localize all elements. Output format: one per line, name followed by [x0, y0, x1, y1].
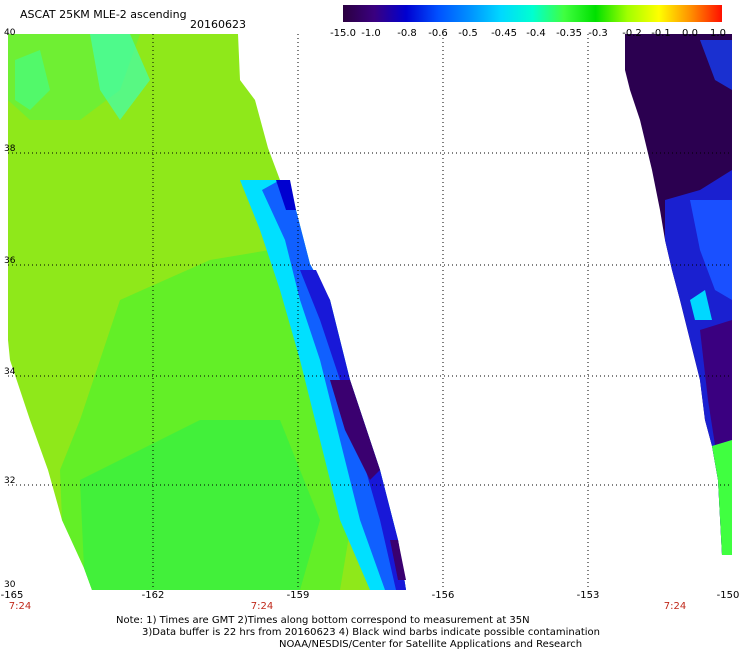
time-label: 7:24 [663, 601, 687, 612]
colorbar-gradient [343, 5, 722, 22]
left-swath [8, 34, 406, 590]
latitude-label: 40 [4, 28, 16, 38]
latitude-label: 30 [4, 580, 16, 590]
footer-note-line1: Note: 1) Times are GMT 2)Times along bot… [116, 615, 530, 626]
right-swath [625, 34, 732, 555]
colorbar-label: 0.0 [682, 28, 698, 39]
time-label: 7:24 [250, 601, 274, 612]
colorbar-label: -0.35 [556, 28, 582, 39]
colorbar-label: -15.0 [330, 28, 356, 39]
latitude-label: 34 [4, 367, 16, 377]
colorbar-label: -0.2 [622, 28, 642, 39]
colorbar-label: -1.0 [361, 28, 381, 39]
footer-note-line2: 3)Data buffer is 22 hrs from 20160623 4)… [142, 627, 600, 638]
colorbar-label: -0.3 [588, 28, 608, 39]
longitude-label: -156 [431, 590, 455, 601]
latitude-label: 38 [4, 144, 16, 154]
latitude-label: 36 [4, 256, 16, 266]
latitude-label: 32 [4, 476, 16, 486]
colorbar-label: -0.45 [491, 28, 517, 39]
longitude-label: -162 [141, 590, 165, 601]
gridlines [8, 34, 732, 590]
longitude-label: -165 [0, 590, 24, 601]
colorbar-label: -0.1 [651, 28, 671, 39]
colorbar-label: 1.0 [710, 28, 726, 39]
colorbar [343, 5, 722, 22]
colorbar-label: -0.8 [397, 28, 417, 39]
map-title: ASCAT 25KM MLE-2 ascending [20, 8, 187, 21]
time-label: 7:24 [8, 601, 32, 612]
footer-credit: NOAA/NESDIS/Center for Satellite Applica… [279, 639, 583, 650]
longitude-label: -150 [716, 590, 740, 601]
colorbar-label: -0.5 [458, 28, 478, 39]
longitude-label: -159 [286, 590, 310, 601]
colorbar-label: -0.4 [526, 28, 546, 39]
longitude-label: -153 [576, 590, 600, 601]
map-date: 20160623 [190, 18, 246, 31]
colorbar-label: -0.6 [428, 28, 448, 39]
